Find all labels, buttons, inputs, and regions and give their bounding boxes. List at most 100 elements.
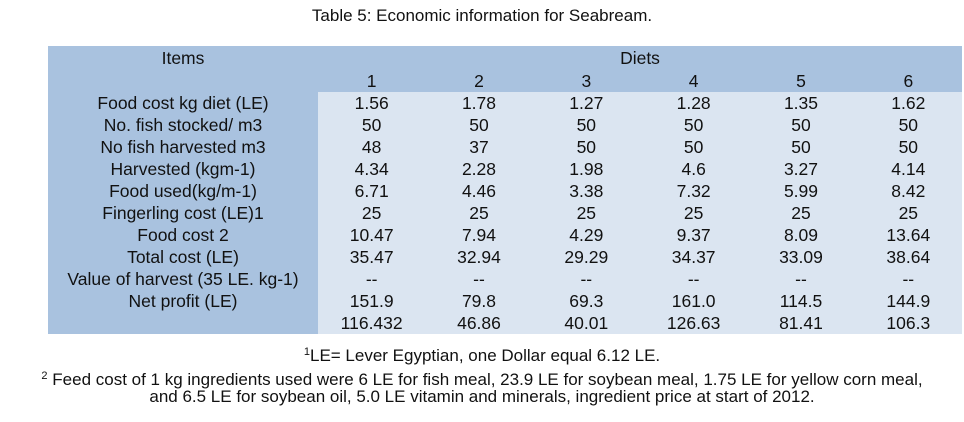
table-row: Food cost 2 10.47 7.94 4.29 9.37 8.09 13.64	[48, 224, 962, 246]
table-cell: 5.99	[747, 180, 855, 202]
row-label: Food cost kg diet (LE)	[48, 92, 318, 114]
table-cell: 50	[854, 136, 962, 158]
table-cell: 4.6	[639, 158, 748, 180]
table-cell: 114.5	[747, 290, 855, 312]
table-cell: 50	[639, 136, 748, 158]
table-cell: 8.42	[854, 180, 962, 202]
table-cell: 32.94	[425, 246, 533, 268]
table-cell: 1.28	[639, 92, 748, 114]
table-cell: 1.62	[854, 92, 962, 114]
table-cell: 29.29	[532, 246, 640, 268]
table-cell: 50	[747, 114, 855, 136]
table-cell: --	[639, 268, 748, 290]
table-cell: 2.28	[425, 158, 533, 180]
table-cell: 38.64	[854, 246, 962, 268]
table-cell: 81.41	[747, 312, 855, 334]
row-label: No fish harvested m3	[48, 136, 318, 158]
table-cell: 25	[425, 202, 533, 224]
table-caption: Table 5: Economic information for Seabre…	[311, 6, 653, 25]
table-row: Fingerling cost (LE)1 25 25 25 25 25 25	[48, 202, 962, 224]
table-cell: 25	[747, 202, 855, 224]
table-cell: 4.46	[425, 180, 533, 202]
footnote-2-line-2: and 6.5 LE for soybean oil, 5.0 LE vitam…	[149, 387, 815, 406]
table-cell: 37	[425, 136, 533, 158]
footnote-1-text: LE= Lever Egyptian, one Dollar equal 6.1…	[309, 346, 661, 365]
items-header: Items	[48, 46, 318, 70]
table-row: Harvested (kgm-1) 4.34 2.28 1.98 4.6 3.27 4.14	[48, 158, 962, 180]
footnote-2-text: Feed cost of 1 kg ingredients used were …	[47, 370, 923, 389]
table-cell: 50	[747, 136, 855, 158]
table-cell: 34.37	[639, 246, 748, 268]
table-cell: 4.29	[532, 224, 640, 246]
row-label: Net profit (LE)	[48, 290, 318, 312]
footnote-1: 1LE= Lever Egyptian, one Dollar equal 6.…	[0, 342, 964, 366]
diet-number: 2	[425, 70, 533, 92]
header-row-1: Items Diets	[48, 46, 962, 70]
row-label: Value of harvest (35 LE. kg-1)	[48, 268, 318, 290]
table-cell: 116.432	[318, 312, 426, 334]
row-label: Total cost (LE)	[48, 246, 318, 268]
table-row: Net profit (LE) 151.9 79.8 69.3 161.0 114.5 14…	[48, 290, 962, 312]
table-cell: 1.78	[425, 92, 533, 114]
footnote-2-mark: 2	[41, 370, 48, 382]
diets-header: Diets	[318, 46, 962, 70]
table-row: 116.432 46.86 40.01 126.63 81.41 106.3	[48, 312, 962, 334]
diet-number: 6	[854, 70, 962, 92]
row-label: Harvested (kgm-1)	[48, 158, 318, 180]
header-row-2: 1 2 3 4 5 6	[48, 70, 962, 92]
row-label: Fingerling cost (LE)1	[48, 202, 318, 224]
diet-number: 4	[639, 70, 748, 92]
table-cell: 50	[532, 136, 640, 158]
table-cell: --	[854, 268, 962, 290]
row-label: Food cost 2	[48, 224, 318, 246]
table-row: Total cost (LE) 35.47 32.94 29.29 34.37 33.09…	[48, 246, 962, 268]
table-cell: 40.01	[532, 312, 640, 334]
table-cell: 1.56	[318, 92, 426, 114]
table-cell: 25	[318, 202, 426, 224]
table-cell: 1.98	[532, 158, 640, 180]
table-cell: 9.37	[639, 224, 748, 246]
table-row: Food cost kg diet (LE) 1.56 1.78 1.27 1.28 1.…	[48, 92, 962, 114]
diet-number: 5	[747, 70, 855, 92]
row-label	[48, 312, 318, 334]
table-cell: 25	[639, 202, 748, 224]
table-cell: 126.63	[639, 312, 748, 334]
row-label: No. fish stocked/ m3	[48, 114, 318, 136]
table-cell: 1.27	[532, 92, 640, 114]
table-cell: 50	[318, 114, 426, 136]
footnote-1-mark: 1	[303, 346, 310, 358]
table-row: No. fish stocked/ m3 50 50 50 50 50 50	[48, 114, 962, 136]
table-cell: 8.09	[747, 224, 855, 246]
table-cell: 50	[425, 114, 533, 136]
table-cell: 50	[532, 114, 640, 136]
table-cell: 7.94	[425, 224, 533, 246]
table-cell: 50	[854, 114, 962, 136]
diet-number: 3	[532, 70, 640, 92]
table-cell: 161.0	[639, 290, 748, 312]
items-header-blank	[48, 70, 318, 92]
table-cell: --	[318, 268, 426, 290]
table-row: Food used(kg/m-1) 6.71 4.46 3.38 7.32 5.99 8.4…	[48, 180, 962, 202]
table-cell: 3.38	[532, 180, 640, 202]
table-cell: 25	[532, 202, 640, 224]
table-cell: 79.8	[425, 290, 533, 312]
diet-number: 1	[318, 70, 426, 92]
table-cell: 151.9	[318, 290, 426, 312]
table-cell: --	[747, 268, 855, 290]
table-cell: --	[425, 268, 533, 290]
table-cell: 6.71	[318, 180, 426, 202]
table-row: Value of harvest (35 LE. kg-1) -- -- -- -- --…	[48, 268, 962, 290]
table-cell: 69.3	[532, 290, 640, 312]
table-cell: 50	[639, 114, 748, 136]
table-cell: 106.3	[854, 312, 962, 334]
table-cell: 33.09	[747, 246, 855, 268]
economic-table: Items Diets 1 2 3 4 5 6 Food cost kg die…	[48, 46, 962, 334]
table-cell: 144.9	[854, 290, 962, 312]
table-cell: 10.47	[318, 224, 426, 246]
footnote-2: 2 Feed cost of 1 kg ingredients used wer…	[0, 366, 964, 390]
table-cell: 7.32	[639, 180, 748, 202]
table-cell: 35.47	[318, 246, 426, 268]
table-cell: 46.86	[425, 312, 533, 334]
table-cell: 25	[854, 202, 962, 224]
table-row: No fish harvested m3 48 37 50 50 50 50	[48, 136, 962, 158]
